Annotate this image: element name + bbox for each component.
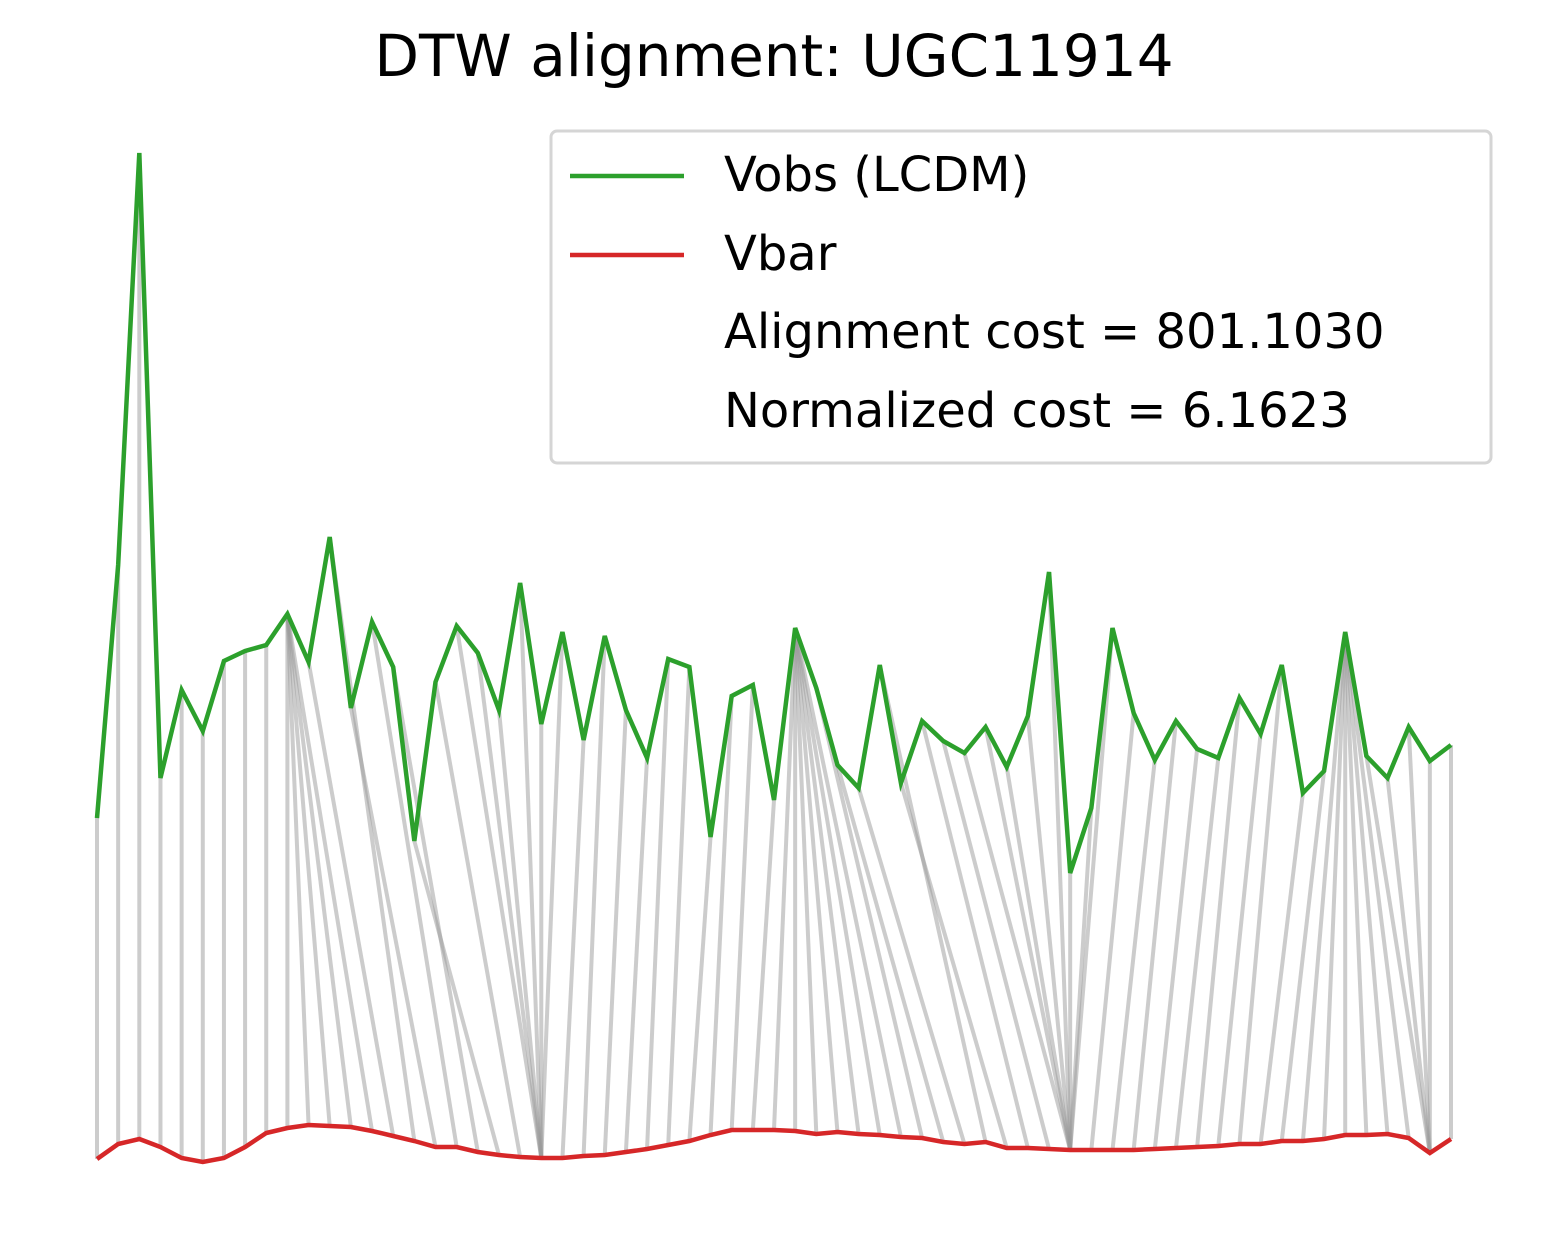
alignment-line	[1237, 664, 1284, 1145]
alignment-line	[772, 627, 798, 1131]
alignment-line	[285, 613, 353, 1128]
alignment-line	[623, 757, 650, 1153]
alignment-line	[560, 739, 586, 1159]
alignment-line	[708, 695, 734, 1136]
alignment-line	[1216, 733, 1263, 1147]
legend-label: Vobs (LCDM)	[724, 147, 1029, 203]
alignment-line	[1004, 766, 1073, 1151]
alignment-line	[1343, 631, 1390, 1135]
legend-annotation: Alignment cost = 801.1030	[724, 304, 1385, 360]
alignment-line	[1364, 755, 1432, 1154]
series-line	[95, 1122, 1453, 1165]
alignment-line	[412, 840, 501, 1156]
alignment-line	[1110, 759, 1157, 1151]
series-line	[94, 152, 1453, 874]
alignment-line	[1068, 627, 1115, 1151]
alignment-line	[983, 726, 1073, 1151]
alignment-line	[496, 709, 544, 1159]
alignment-line	[814, 687, 925, 1139]
alignment-line	[729, 684, 755, 1131]
alignment-line	[835, 764, 946, 1143]
alignment-line	[941, 740, 1051, 1150]
alignment-line	[750, 799, 776, 1131]
alignment-line	[285, 613, 375, 1132]
alignment-line	[962, 752, 1073, 1151]
alignment-line	[1089, 712, 1136, 1151]
alignment-line	[370, 621, 459, 1148]
alignment-line	[1173, 757, 1221, 1149]
alignment-line	[1343, 631, 1411, 1139]
alignment-line	[1047, 571, 1073, 1151]
alignment-line	[539, 631, 565, 1159]
alignment-line	[433, 681, 523, 1158]
alignment-line	[1322, 631, 1348, 1140]
legend-annotation: Normalized cost = 6.1623	[724, 383, 1350, 439]
alignment-line	[348, 707, 438, 1148]
alignment-line	[1025, 715, 1073, 1151]
alignment-line	[877, 664, 988, 1143]
alignment-line	[666, 666, 692, 1146]
alignment-line	[793, 627, 840, 1133]
alignment-line	[1195, 697, 1242, 1148]
alignment-line	[581, 635, 607, 1157]
alignment-line	[602, 709, 628, 1156]
alignment-line	[454, 625, 544, 1159]
alignment-line	[1258, 792, 1305, 1145]
alignment-line	[285, 613, 311, 1126]
alignment-line	[1279, 770, 1327, 1142]
alignment-line	[1343, 631, 1369, 1136]
alignment-line	[391, 666, 480, 1153]
alignment-line	[793, 627, 882, 1136]
alignment-line	[518, 582, 544, 1159]
alignment-line	[793, 627, 903, 1138]
alignment-line	[856, 787, 967, 1145]
alignment-line	[1385, 777, 1432, 1154]
alignment-line	[920, 720, 1030, 1149]
alignment-lines	[95, 153, 1453, 1162]
alignment-line	[793, 627, 861, 1135]
alignment-line	[1131, 720, 1178, 1151]
alignment-line	[1300, 631, 1348, 1142]
legend-box	[549, 129, 1493, 465]
alignment-line	[1152, 748, 1200, 1150]
alignment-line	[899, 782, 1009, 1149]
alignment-line	[306, 661, 396, 1137]
alignment-line	[475, 652, 544, 1159]
legend-label: Vbar	[724, 226, 837, 282]
alignment-line	[687, 836, 713, 1142]
alignment-line	[285, 613, 332, 1127]
chart-title: DTW alignment: UGC11914	[374, 22, 1173, 90]
alignment-line	[645, 658, 671, 1150]
alignment-line	[1406, 726, 1432, 1154]
alignment-line	[793, 627, 819, 1135]
